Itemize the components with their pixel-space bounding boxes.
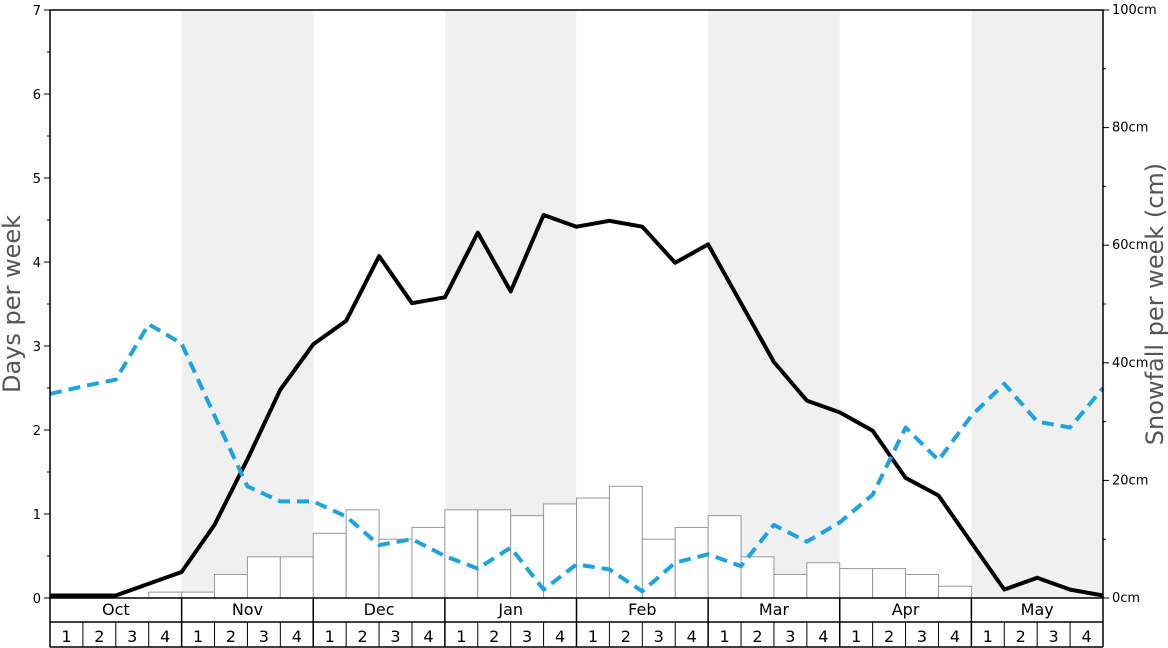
week-label: 1	[456, 627, 466, 646]
right-tick-label: 80cm	[1112, 121, 1148, 136]
month-label-feb: Feb	[628, 600, 656, 619]
week-label: 2	[489, 627, 499, 646]
week-label: 1	[983, 627, 993, 646]
snowfall-bar	[740, 556, 775, 599]
left-tick-label: 2	[33, 424, 41, 439]
snowfall-bar	[806, 562, 841, 599]
week-label: 1	[588, 627, 598, 646]
left-axis-title: Days per week	[0, 215, 26, 393]
week-label: 1	[851, 627, 861, 646]
snowfall-bar	[872, 568, 907, 599]
left-tick-label: 1	[33, 508, 41, 523]
week-label: 3	[1049, 627, 1059, 646]
left-tick-label: 0	[33, 592, 41, 607]
week-label: 2	[94, 627, 104, 646]
month-label-nov: Nov	[232, 600, 263, 619]
week-label: 4	[292, 627, 302, 646]
solid-line	[50, 213, 1104, 598]
week-label: 4	[818, 627, 828, 646]
left-tick-label: 6	[33, 88, 41, 103]
week-label: 1	[193, 627, 203, 646]
snowfall-bar	[378, 538, 413, 599]
right-tick-label: 40cm	[1112, 356, 1148, 371]
right-tick-label: 20cm	[1112, 473, 1148, 488]
week-label: 2	[1016, 627, 1026, 646]
snowfall-bar	[246, 556, 281, 599]
data-lines	[49, 213, 1105, 598]
left-tick-label: 5	[33, 172, 41, 187]
week-label: 4	[423, 627, 433, 646]
week-label: 3	[785, 627, 795, 646]
snowfall-bar	[181, 591, 216, 599]
month-shade-may	[971, 10, 1103, 598]
week-label: 2	[226, 627, 236, 646]
month-shading	[181, 10, 1103, 598]
snowfall-bar	[839, 568, 874, 599]
week-label: 3	[259, 627, 269, 646]
month-shade-mar	[708, 10, 840, 598]
week-label: 2	[621, 627, 631, 646]
week-label: 2	[358, 627, 368, 646]
week-label: 2	[884, 627, 894, 646]
left-tick-label: 3	[33, 340, 41, 355]
snowfall-bar	[214, 573, 248, 599]
snowfall-bar	[937, 585, 972, 599]
week-label: 2	[752, 627, 762, 646]
week-label: 3	[522, 627, 532, 646]
left-tick-label: 4	[33, 256, 41, 271]
snowfall-bars	[148, 485, 972, 599]
snowfall-bar	[411, 526, 446, 599]
right-axis-title: Snowfall per week (cm)	[1141, 163, 1168, 445]
snowfall-bar	[477, 509, 512, 599]
month-label-may: May	[1021, 600, 1054, 619]
snowfall-bar	[576, 497, 610, 599]
snowfall-bar	[905, 573, 939, 599]
week-label: 1	[325, 627, 335, 646]
month-label-mar: Mar	[759, 600, 790, 619]
right-tick-label: 60cm	[1112, 238, 1148, 253]
snowfall-bar	[543, 503, 577, 599]
week-label: 4	[555, 627, 565, 646]
snowfall-bar	[312, 532, 347, 599]
week-label: 3	[390, 627, 400, 646]
month-label-dec: Dec	[364, 600, 395, 619]
snowfall-bar	[773, 573, 808, 599]
month-label-oct: Oct	[102, 600, 130, 619]
dashed-line	[49, 322, 1105, 594]
right-y-axis: 0cm 20cm 40cm 60cm 80cm 100cm	[1103, 3, 1157, 606]
week-label: 4	[950, 627, 960, 646]
left-y-axis: 0 1 2 3 4 5 6 7	[33, 4, 50, 607]
snowfall-bar	[444, 509, 479, 599]
week-label: 4	[160, 627, 170, 646]
right-tick-label: 0cm	[1112, 591, 1140, 606]
week-label: 4	[1081, 627, 1091, 646]
week-label: 3	[654, 627, 664, 646]
month-shade-nov	[181, 10, 314, 598]
month-axis: Oct 1 2 3 4 Nov 1 2 3 4 Dec 1 2 3 4 Jan 1 2 3 4 Feb 1 2 3 4 Mar 1 2…	[49, 598, 1104, 648]
week-label: 1	[61, 627, 71, 646]
week-label: 4	[687, 627, 697, 646]
week-label: 1	[719, 627, 729, 646]
month-shade-jan	[444, 10, 577, 598]
month-label-apr: Apr	[892, 600, 920, 619]
right-tick-label: 100cm	[1112, 3, 1157, 18]
snowfall-bar	[279, 556, 314, 599]
snowfall-bar	[148, 591, 183, 599]
week-label: 3	[917, 627, 927, 646]
left-tick-label: 7	[33, 4, 41, 19]
week-label: 3	[127, 627, 137, 646]
month-label-jan: Jan	[497, 600, 523, 619]
snowfall-bar	[707, 515, 742, 599]
